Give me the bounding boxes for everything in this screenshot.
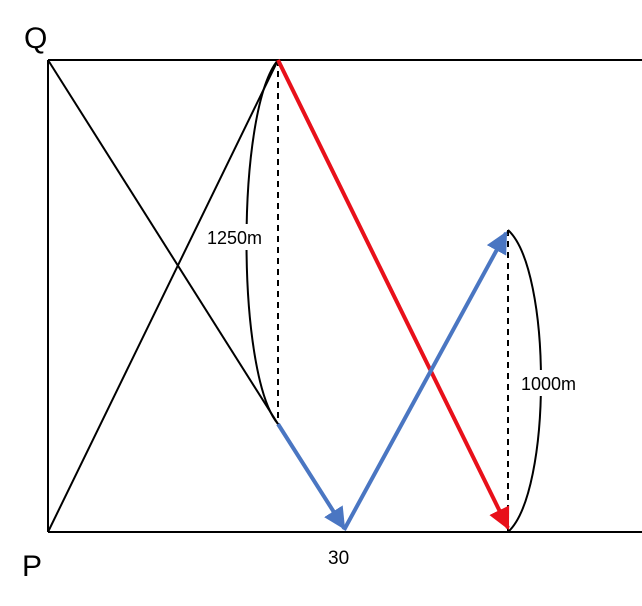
blue-arrow-down [276, 422, 346, 530]
point-p-label: P [22, 550, 42, 583]
bottom-value-label: 30 [328, 548, 349, 569]
left-distance-label: 1250m [207, 228, 262, 248]
left-distance-label-bg [204, 224, 274, 250]
line-q-down [47, 59, 279, 425]
line-p-up [47, 59, 279, 533]
red-arrow [276, 59, 510, 530]
point-q-label: Q [24, 22, 47, 55]
right-distance-label-bg [518, 370, 592, 396]
right-distance-label: 1000m [521, 374, 576, 394]
blue-arrow-up [342, 231, 508, 531]
